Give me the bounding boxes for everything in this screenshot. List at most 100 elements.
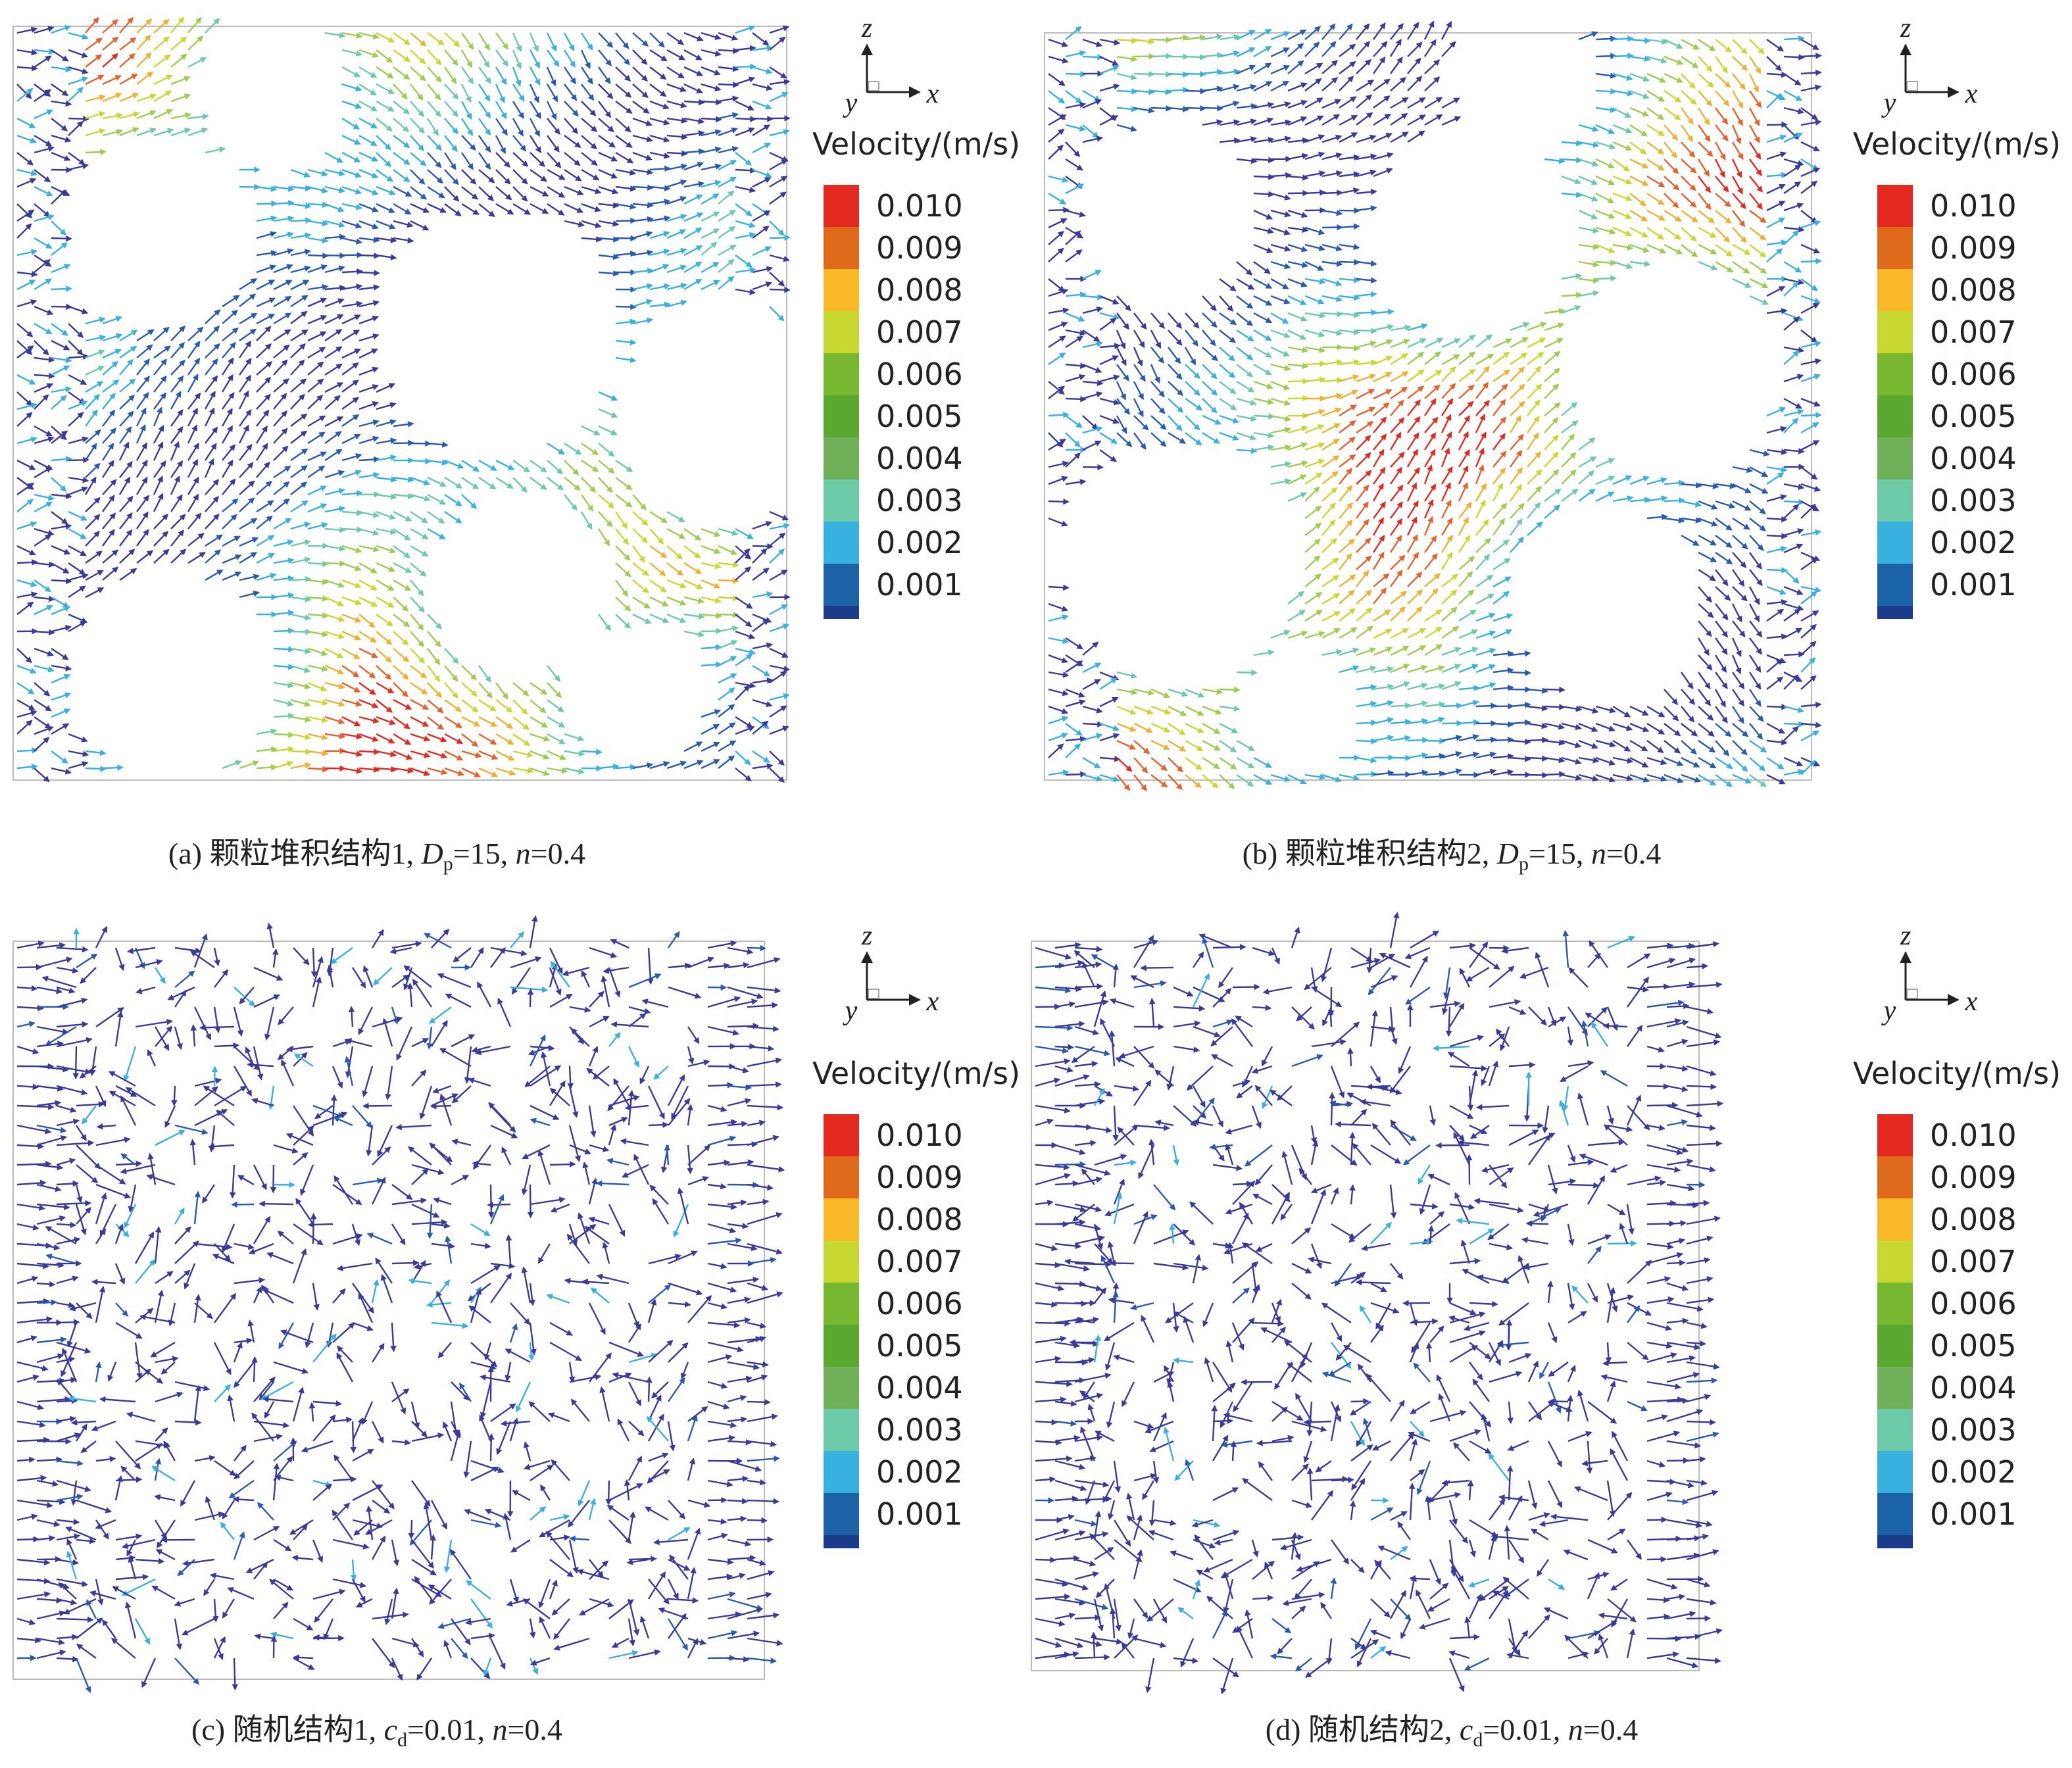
velocity-arrow [366, 1125, 374, 1157]
velocity-arrow [1646, 1516, 1668, 1523]
velocity-arrow [232, 1658, 239, 1691]
velocity-arrow [1612, 175, 1633, 185]
velocity-arrow [136, 986, 156, 994]
velocity-arrow [1456, 1217, 1490, 1225]
velocity-arrow [598, 49, 612, 66]
velocity-arrow [581, 152, 598, 166]
velocity-arrow [119, 512, 133, 529]
velocity-arrow [1373, 22, 1386, 40]
velocity-arrow [1732, 740, 1748, 756]
velocity-arrow [393, 733, 412, 745]
velocity-arrow [718, 95, 739, 103]
velocity-arrow [707, 1183, 728, 1190]
velocity-arrow [769, 750, 785, 766]
velocity-arrow [483, 1342, 492, 1361]
velocity-arrow [1236, 447, 1258, 454]
velocity-arrow [432, 1085, 452, 1094]
velocity-arrow [666, 49, 685, 61]
velocity-arrow [530, 699, 547, 714]
velocity-arrow [1749, 159, 1762, 176]
velocity-arrow [1629, 756, 1649, 768]
velocity-arrow [460, 118, 474, 136]
velocity-arrow [529, 135, 541, 154]
velocity-arrow [1379, 952, 1411, 969]
velocity-arrow [1065, 723, 1083, 736]
velocity-arrow [34, 466, 53, 479]
velocity-arrow [1783, 627, 1803, 639]
velocity-arrow [1287, 243, 1308, 253]
velocity-arrow [153, 109, 173, 120]
velocity-arrow [121, 1538, 156, 1550]
velocity-arrow [1731, 141, 1744, 160]
velocity-arrow [1731, 603, 1742, 623]
velocity-arrow [444, 84, 459, 100]
velocity-arrow [1732, 73, 1746, 91]
velocity-arrow [1448, 1650, 1470, 1659]
velocity-arrow [598, 494, 615, 509]
velocity-arrow [119, 378, 136, 393]
velocity-arrow [376, 545, 397, 554]
velocity-arrow [581, 168, 600, 181]
velocity-arrow [324, 449, 343, 462]
velocity-arrow [735, 630, 756, 639]
velocity-arrow [1783, 585, 1804, 595]
velocity-arrow [478, 682, 493, 699]
velocity-arrow [1150, 688, 1171, 699]
velocity-arrow [1095, 1579, 1115, 1598]
velocity-arrow [1035, 1024, 1073, 1031]
velocity-arrow [615, 511, 628, 529]
velocity-arrow [1681, 141, 1696, 158]
velocity-arrow [341, 100, 362, 109]
velocity-arrow [1698, 226, 1717, 238]
velocity-arrow [1390, 1433, 1415, 1461]
velocity-arrow [1766, 406, 1787, 417]
velocity-arrow [707, 962, 731, 970]
velocity-arrow [1321, 77, 1339, 91]
velocity-arrow [34, 214, 55, 222]
velocity-arrow [285, 1133, 314, 1146]
velocity-arrow [1664, 38, 1683, 49]
velocity-arrow [126, 1539, 137, 1557]
velocity-arrow [1731, 124, 1742, 145]
colorbar-block [824, 1198, 859, 1240]
velocity-arrow [134, 1342, 143, 1380]
velocity-arrow [632, 283, 654, 291]
velocity-arrow [51, 523, 72, 530]
velocity-arrow [407, 1146, 432, 1166]
velocity-arrow [358, 614, 376, 628]
velocity-arrow [358, 252, 380, 259]
velocity-arrow [547, 185, 566, 198]
velocity-arrow [598, 185, 619, 195]
velocity-arrow [68, 391, 86, 405]
velocity-arrow [290, 413, 308, 427]
velocity-arrow [1666, 1302, 1704, 1312]
velocity-arrow [1458, 734, 1479, 742]
velocity-arrow [1372, 517, 1384, 536]
velocity-arrow [1714, 159, 1725, 178]
velocity-arrow [1527, 521, 1543, 536]
velocity-arrow [632, 117, 653, 126]
velocity-arrow [391, 1539, 399, 1567]
velocity-arrow [707, 1321, 741, 1329]
velocity-arrow [411, 1539, 434, 1569]
velocity-arrow [326, 964, 334, 988]
velocity-arrow [136, 529, 149, 547]
velocity-arrow [1510, 503, 1525, 519]
velocity-arrow [1048, 230, 1064, 245]
velocity-arrow [649, 151, 671, 159]
velocity-arrow [1082, 756, 1101, 769]
velocity-arrow [256, 515, 273, 529]
velocity-arrow [1373, 95, 1391, 109]
velocity-arrow [34, 768, 50, 783]
velocity-arrow [1467, 1479, 1474, 1501]
velocity-arrow [1389, 1184, 1397, 1219]
velocity-arrow [376, 49, 393, 63]
velocity-arrow [278, 1006, 294, 1025]
velocity-arrow [393, 648, 410, 662]
velocity-arrow [205, 325, 220, 341]
velocity-arrow [1304, 424, 1325, 434]
velocity-arrow [1681, 227, 1697, 242]
velocity-arrow [101, 460, 114, 478]
velocity-arrow [1698, 500, 1718, 510]
velocity-arrow [174, 1226, 191, 1244]
